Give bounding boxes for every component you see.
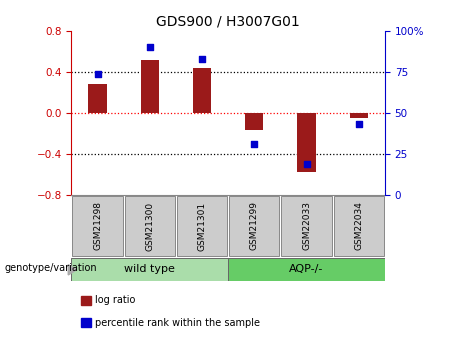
Text: AQP-/-: AQP-/-: [290, 264, 324, 274]
Bar: [228, 257, 385, 281]
Bar: [282, 196, 331, 256]
Point: [303, 161, 310, 167]
Point: [146, 45, 154, 50]
Text: GSM21298: GSM21298: [93, 201, 102, 250]
Point: [94, 71, 101, 77]
Title: GDS900 / H3007G01: GDS900 / H3007G01: [156, 14, 300, 29]
Bar: [141, 60, 159, 113]
Bar: [297, 113, 316, 172]
Text: log ratio: log ratio: [95, 295, 135, 305]
Bar: [334, 196, 384, 256]
Polygon shape: [68, 265, 77, 275]
Bar: [177, 196, 227, 256]
Text: GSM22034: GSM22034: [355, 201, 363, 250]
Point: [251, 141, 258, 147]
Text: GSM21301: GSM21301: [198, 201, 207, 250]
Text: GSM22033: GSM22033: [302, 201, 311, 250]
Bar: [72, 196, 123, 256]
Text: wild type: wild type: [124, 264, 175, 274]
Bar: [71, 257, 228, 281]
Bar: [349, 113, 368, 118]
Text: percentile rank within the sample: percentile rank within the sample: [95, 318, 260, 327]
Point: [198, 56, 206, 62]
Bar: [89, 84, 106, 113]
Text: GSM21299: GSM21299: [250, 201, 259, 250]
Bar: [229, 196, 279, 256]
Text: genotype/variation: genotype/variation: [5, 264, 97, 273]
Point: [355, 122, 362, 127]
Bar: [193, 68, 211, 113]
Bar: [125, 196, 175, 256]
Text: GSM21300: GSM21300: [145, 201, 154, 250]
Bar: [245, 113, 264, 130]
